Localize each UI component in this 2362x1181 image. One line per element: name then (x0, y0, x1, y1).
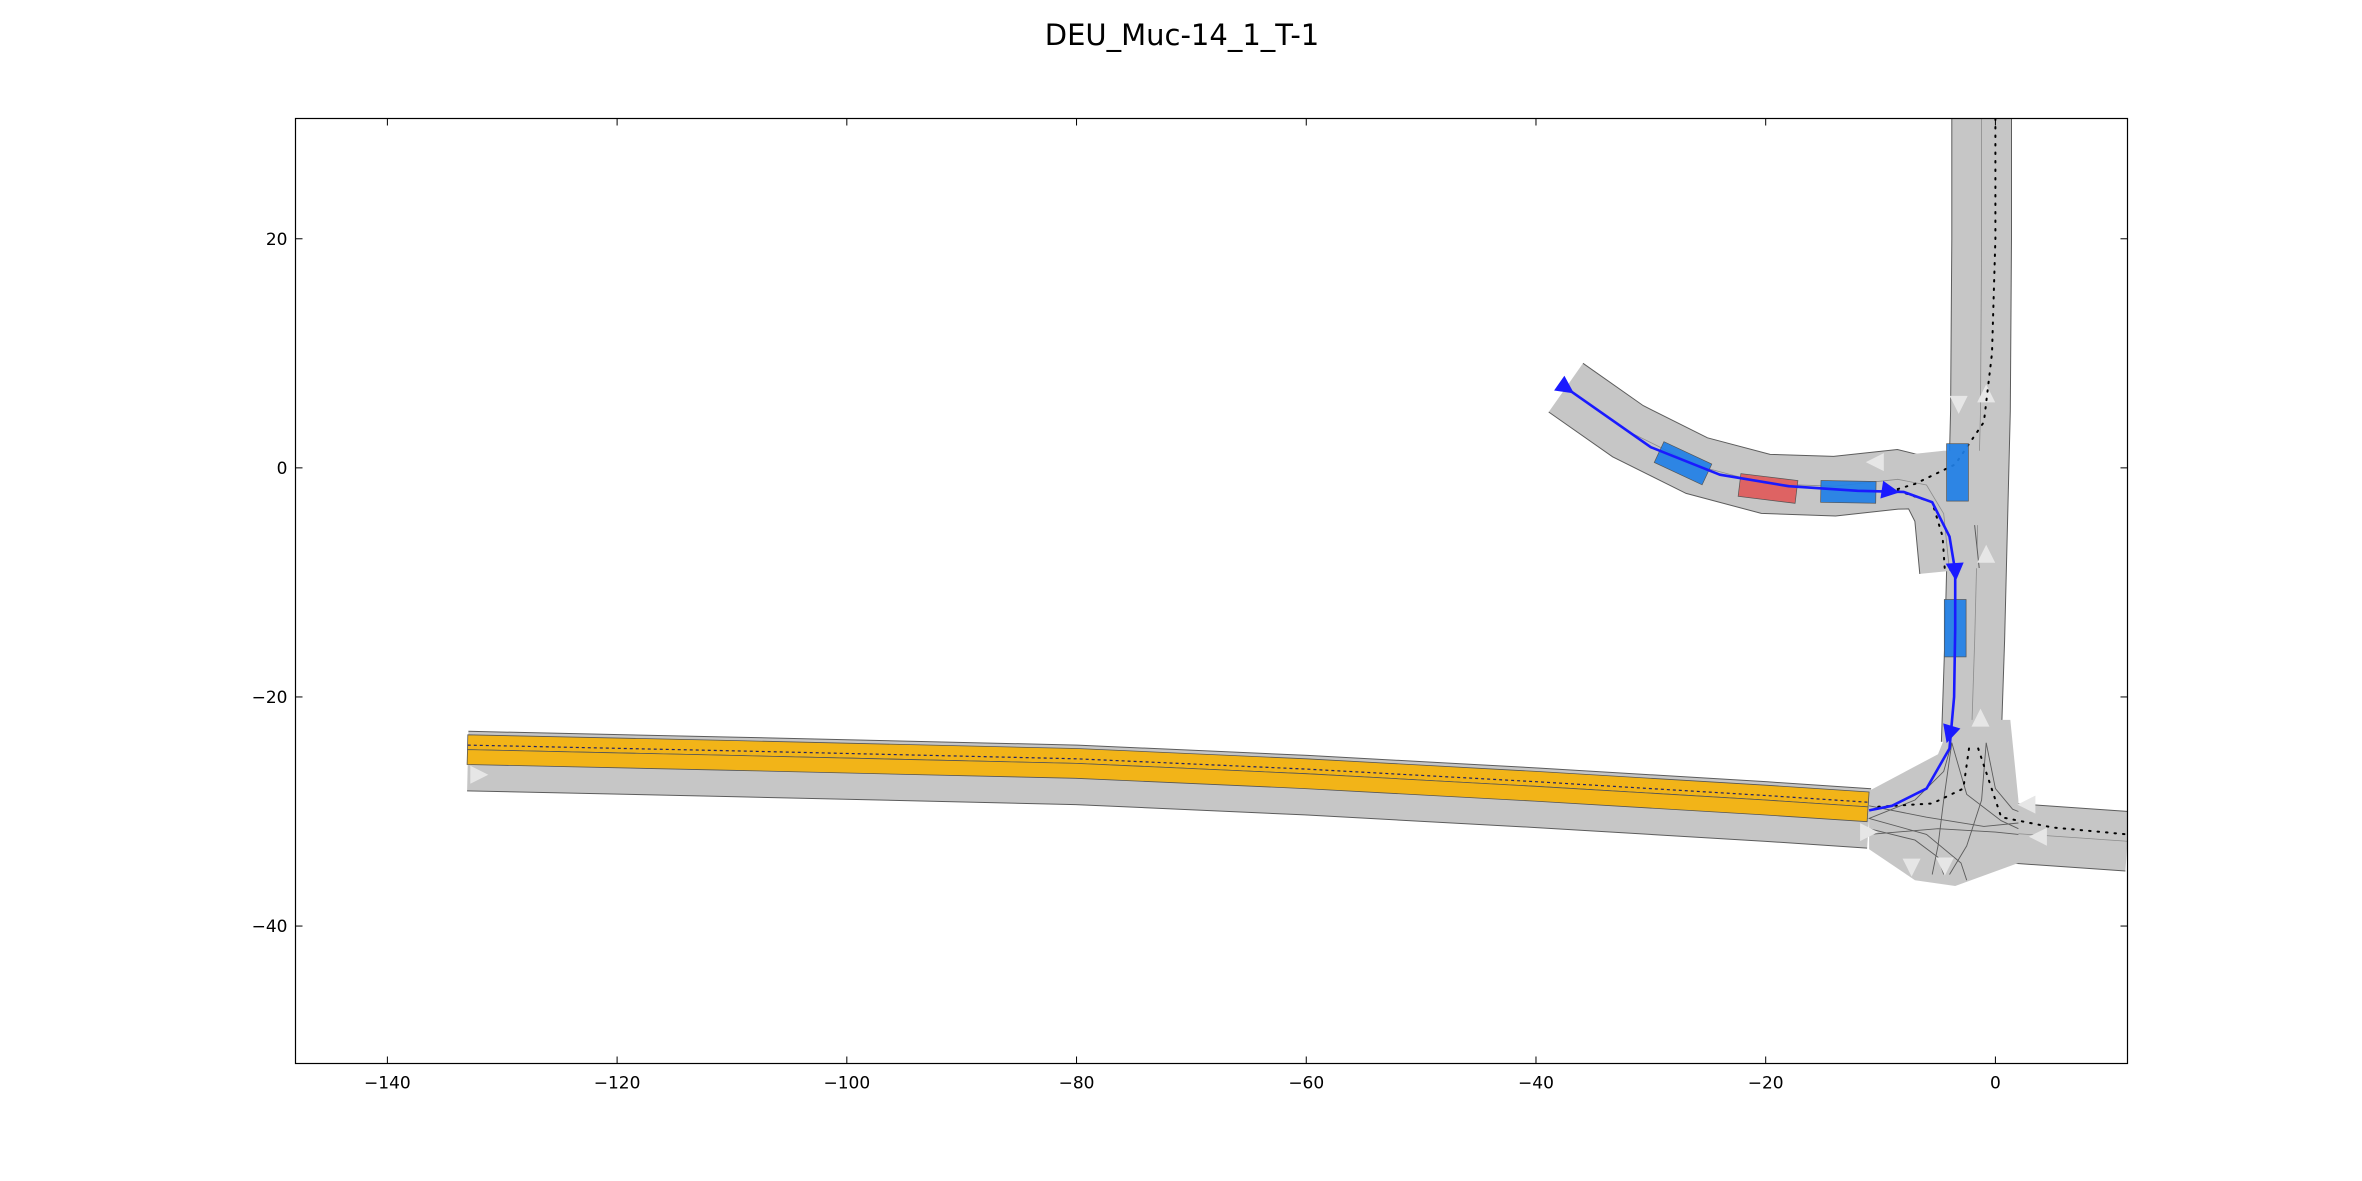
lane-surface (1993, 832, 2127, 871)
junction-surface (1869, 450, 2007, 526)
x-tick-label: −80 (1059, 1074, 1095, 1094)
x-tick-label: −20 (1748, 1074, 1784, 1094)
intersection-lane-curve (1949, 742, 1987, 875)
plot-area (295, 118, 2128, 1064)
dotted-reference-path (1891, 119, 1997, 492)
intersection-lane-curve (1869, 828, 2019, 835)
x-tick-label: −100 (823, 1074, 870, 1094)
lane-arrow-icon (1935, 857, 1954, 876)
x-tick-label: −140 (364, 1074, 411, 1094)
goal-centerline (467, 744, 1870, 803)
road-edge (1548, 411, 1921, 574)
lane-arrow-icon (2028, 827, 2047, 846)
lane-arrow-icon (1902, 858, 1921, 877)
road-edge (467, 790, 1868, 849)
x-tick-label: −60 (1288, 1074, 1324, 1094)
lane-arrow-icon (470, 765, 489, 784)
lane-divider (1970, 119, 1982, 743)
trajectory-layer (1554, 375, 1964, 812)
intersection-lane-curve (1985, 742, 2019, 812)
trajectory-marker-icon (1554, 375, 1574, 394)
chart-title: DEU_Muc-14_1_T-1 (1045, 18, 1320, 52)
lane-arrow-icon (2017, 795, 2036, 814)
obstacle-vehicle (1946, 443, 1969, 502)
y-tick-label: 0 (277, 459, 288, 479)
x-tick-label: −40 (1518, 1074, 1554, 1094)
trajectory-marker-icon (1880, 480, 1900, 499)
obstacle-vehicle (1653, 441, 1713, 486)
lane-arrow-icon (1977, 544, 1996, 563)
y-tick-label: −20 (252, 688, 288, 708)
lane-surface (1941, 119, 1982, 743)
lane-surface (1565, 363, 1980, 571)
y-tick-label: 20 (266, 230, 288, 250)
dotted-reference-path (1977, 747, 2127, 836)
trajectory-marker-icon (1945, 562, 1964, 581)
road-edge (2000, 119, 2012, 744)
lane-surface (1995, 802, 2127, 842)
planned-trajectory (1565, 386, 1957, 812)
trajectory-marker-icon (1943, 723, 1961, 744)
y-tick-label: −40 (252, 917, 288, 937)
lane-arrow-icon (1977, 384, 1996, 403)
intersection-lane-curve (1951, 742, 2019, 830)
intersection-lane-curve (1868, 817, 1968, 881)
lane-direction-arrows (470, 384, 2047, 877)
lane-arrow-icon (1971, 708, 1990, 727)
goal-region-layer (466, 734, 1870, 823)
road-edge (468, 730, 1872, 790)
dotted-reference-path (1873, 747, 1970, 808)
intersection-lane-curve (1869, 805, 2019, 827)
axes-ticks: −140 −120 −100 −80 −60 −40 −20 0 20 0 −20 −40 (252, 118, 2128, 1094)
lane-arrow-icon (1949, 395, 1968, 414)
lane-surface (1971, 119, 2012, 744)
plot-frame (294, 117, 2129, 1065)
goal-region (466, 749, 1869, 823)
lane-arrow-icon (1860, 823, 1879, 842)
intersection-lane-curve (1931, 742, 1953, 875)
lane-arrow-icon (1865, 453, 1884, 472)
x-tick-label: −120 (594, 1074, 641, 1094)
x-tick-label: 0 (1990, 1074, 2001, 1094)
road-edge (1940, 119, 1953, 742)
